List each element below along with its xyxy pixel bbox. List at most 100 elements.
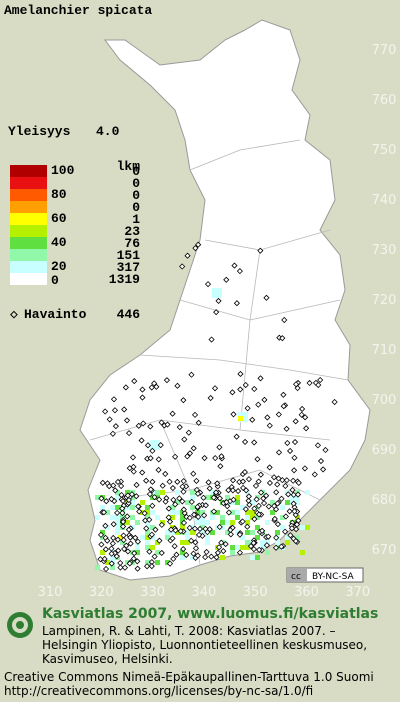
abundance-cell: [290, 495, 300, 505]
x-coordinate-label: 370: [345, 585, 370, 600]
observation-dot: [241, 469, 248, 476]
observation-dot: [250, 546, 257, 553]
frequency-value: 4.0: [96, 124, 120, 139]
abundance-cell: [285, 540, 290, 545]
observation-dot: [170, 555, 177, 562]
observation-dot: [212, 489, 220, 496]
legend-swatch: [10, 177, 47, 189]
observation-dot: [127, 534, 134, 541]
observation-dot: [242, 381, 249, 389]
observation-dot: [176, 495, 183, 502]
observation-dot: [275, 449, 283, 456]
observation-dot: [184, 252, 191, 259]
observation-dot: [130, 468, 137, 475]
abundance-cell: [230, 500, 235, 505]
observation-dot: [275, 475, 282, 482]
abundance-cell: [205, 495, 210, 500]
observation-dot: [290, 500, 297, 507]
observation-dot: [201, 512, 208, 519]
observation-dot: [158, 549, 165, 556]
x-coordinate-label: 350: [243, 585, 268, 600]
footer-title: Kasviatlas 2007, www.luomus.fi/kasviatla…: [42, 606, 378, 622]
logo: [7, 612, 33, 638]
observation-dot: [224, 503, 231, 510]
observation-dot: [126, 560, 133, 567]
abundance-cell: [190, 495, 195, 500]
observation-dot: [218, 453, 225, 460]
abundance-cell: [125, 520, 130, 525]
observation-dot: [200, 494, 207, 501]
abundance-cell: [275, 530, 280, 535]
abundance-cell: [250, 555, 255, 560]
observation-dot: [208, 336, 215, 343]
observation-dot: [164, 421, 171, 428]
observation-dot: [135, 422, 142, 429]
observation-dot: [136, 508, 143, 515]
observation-dot: [134, 558, 141, 565]
observation-dot: [132, 534, 139, 541]
abundance-cell: [190, 525, 195, 530]
abundance-cell: [245, 490, 250, 495]
observation-dot: [172, 527, 179, 534]
observation-dot: [286, 508, 293, 515]
observation-dot: [291, 508, 298, 515]
observation-dot: [114, 536, 121, 543]
observation-dot: [237, 386, 244, 393]
abundance-cell: [150, 525, 155, 530]
abundance-cell: [145, 535, 150, 540]
observation-dot: [124, 548, 132, 555]
observation-dot: [120, 536, 127, 544]
abundance-cell: [185, 500, 190, 505]
observation-dot: [239, 518, 246, 525]
observation-dot: [273, 489, 280, 496]
abundance-cell: [190, 555, 195, 560]
abundance-cell: [110, 505, 115, 510]
abundance-cell: [295, 535, 300, 540]
abundance-cell: [235, 500, 240, 505]
observation-dot: [158, 419, 165, 426]
observation-dot: [236, 531, 243, 538]
observation-dot: [121, 545, 128, 553]
observation-dot: [251, 439, 258, 446]
abundance-cell: [260, 545, 265, 550]
abundance-cell: [255, 525, 260, 530]
observation-dot: [106, 483, 113, 490]
observation-dot: [101, 555, 108, 563]
abundance-cell: [235, 510, 240, 515]
legend-count: 0: [132, 188, 140, 203]
observation-dot: [253, 496, 260, 503]
observation-dot: [257, 471, 264, 478]
observation-dot: [225, 509, 233, 516]
observation-dot: [156, 496, 163, 503]
observation-dot: [288, 525, 296, 532]
observation-dot: [282, 528, 289, 535]
observation-dot: [144, 442, 152, 449]
observation-dot: [191, 525, 199, 532]
observation-dot: [176, 424, 183, 431]
abundance-cell: [175, 500, 180, 505]
abundance-cell: [260, 540, 265, 545]
observation-dot: [180, 546, 187, 553]
abundance-cell: [175, 490, 180, 495]
abundance-cell: [300, 525, 305, 530]
observation-dot: [141, 510, 148, 517]
observation-dot: [172, 453, 179, 460]
observation-dot: [151, 553, 158, 560]
observation-dot: [257, 247, 264, 254]
cc-symbol: cc: [291, 572, 301, 582]
abundance-cell: [280, 525, 285, 530]
observation-dot: [280, 391, 287, 398]
abundance-cell: [180, 525, 185, 530]
observation-dot: [110, 521, 117, 528]
abundance-cell: [145, 510, 150, 515]
observation-dot: [134, 538, 141, 545]
abundance-cell: [270, 510, 275, 515]
observation-dot: [287, 447, 294, 455]
observation-dot: [293, 381, 300, 388]
observation-dot: [181, 509, 188, 517]
abundance-cell: [115, 515, 120, 520]
observation-dot: [251, 505, 258, 512]
observation-dot: [242, 506, 249, 513]
abundance-cell: [110, 515, 115, 520]
abundance-cell: [115, 525, 120, 530]
